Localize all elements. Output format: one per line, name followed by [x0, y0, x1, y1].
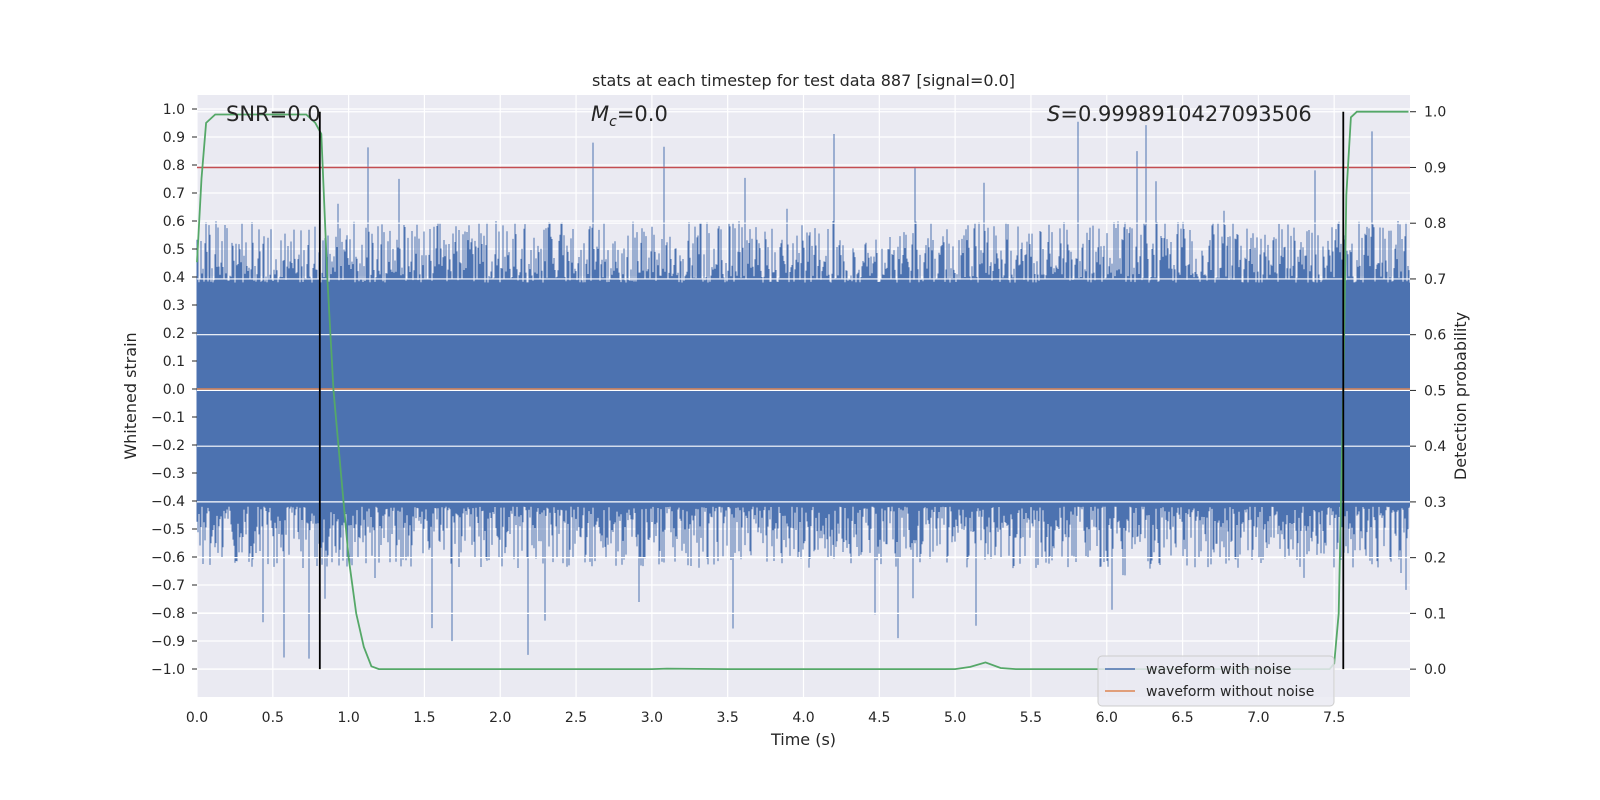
y-tick-label: −0.7	[151, 578, 185, 594]
mc-subscript: c	[609, 114, 617, 130]
y-tick-label: 0.0	[163, 382, 185, 398]
legend-box	[1097, 655, 1335, 707]
y2-tick-label: 0.6	[1424, 328, 1446, 344]
y2-tick-label: 0.5	[1424, 383, 1446, 399]
legend: waveform with noise waveform without noi…	[1097, 655, 1335, 707]
y-tick-label: 0.7	[163, 186, 185, 202]
y-tick-label: 0.1	[163, 354, 185, 370]
x-tick-label: 7.5	[1323, 710, 1345, 726]
chart-title: stats at each timestep for test data 887…	[592, 71, 1015, 90]
y2-tick-label: 0.3	[1424, 495, 1446, 511]
s-symbol: S	[1047, 102, 1060, 126]
x-tick-label: 1.5	[413, 710, 435, 726]
y2-tick-label: 0.9	[1424, 160, 1446, 176]
y-tick-label: 0.8	[163, 158, 185, 174]
y2-tick-label: 0.1	[1424, 606, 1446, 622]
x-tick-label: 7.0	[1247, 710, 1269, 726]
y-tick-label: 0.6	[163, 214, 185, 230]
y-tick-label: −0.9	[151, 634, 185, 650]
x-axis-ticks: 0.0 0.5 1.0 1.5 2.0 2.5 3.0 3.5 4.0 4.5 5.0 5.5 6.0 6…	[186, 710, 1345, 726]
waveform-with-noise	[196, 121, 1410, 659]
y-tick-label: −0.1	[151, 410, 185, 426]
y2-tick-label: 1.0	[1424, 105, 1446, 121]
x-tick-label: 6.5	[1171, 710, 1193, 726]
y-tick-label: −0.4	[151, 494, 185, 510]
x-tick-label: 2.5	[565, 710, 587, 726]
x-tick-label: 5.5	[1020, 710, 1042, 726]
y-axis-title: Whitened strain	[121, 332, 140, 459]
chirp-mass-annotation: Mc=0.0	[591, 102, 668, 130]
x-tick-label: 0.0	[186, 710, 208, 726]
y2-tick-label: 0.8	[1424, 216, 1446, 232]
y2-tick-label: 0.2	[1424, 551, 1446, 567]
y-tick-label: 0.4	[163, 270, 185, 286]
x-tick-label: 4.0	[792, 710, 814, 726]
y-axis-ticks: 1.0 0.9 0.8 0.7 0.6 0.5 0.4 0.3 0.2 0.1 0.0 −0.1 −0.…	[151, 102, 197, 678]
legend-entry-noise: waveform with noise	[1146, 662, 1291, 678]
snr-annotation: SNR=0.0	[226, 102, 321, 126]
x-tick-label: 6.0	[1096, 710, 1118, 726]
x-tick-label: 1.0	[337, 710, 359, 726]
mc-symbol: M	[591, 102, 609, 126]
y-tick-label: −0.3	[151, 466, 185, 482]
y2-tick-label: 0.0	[1424, 662, 1446, 678]
vertical-markers	[318, 111, 1345, 670]
y-tick-label: 0.2	[163, 326, 185, 342]
x-tick-label: 2.0	[489, 710, 511, 726]
x-tick-label: 5.0	[944, 710, 966, 726]
y-tick-label: 0.5	[163, 242, 185, 258]
y-tick-label: −0.6	[151, 550, 185, 566]
x-tick-label: 3.5	[717, 710, 739, 726]
y2-tick-label: 0.4	[1424, 439, 1446, 455]
y-tick-label: 1.0	[163, 102, 185, 118]
legend-entry-clean: waveform without noise	[1146, 684, 1314, 700]
x-tick-label: 3.0	[641, 710, 663, 726]
x-tick-label: 0.5	[262, 710, 284, 726]
y-tick-label: −0.5	[151, 522, 185, 538]
s-value: =0.9998910427093506	[1060, 102, 1311, 126]
y2-tick-label: 0.7	[1424, 272, 1446, 288]
y-tick-label: −1.0	[151, 662, 185, 678]
y-tick-label: −0.8	[151, 606, 185, 622]
x-tick-label: 4.5	[868, 710, 890, 726]
y-tick-label: 0.3	[163, 298, 185, 314]
mc-value: =0.0	[617, 102, 668, 126]
y2-axis-title: Detection probability	[1451, 312, 1470, 480]
y-tick-label: −0.2	[151, 438, 185, 454]
x-axis-title: Time (s)	[770, 730, 836, 749]
score-annotation: S=0.9998910427093506	[1047, 102, 1312, 126]
y-tick-label: 0.9	[163, 130, 185, 146]
y2-axis-ticks: 1.0 0.9 0.8 0.7 0.6 0.5 0.4 0.3 0.2 0.1 0.0	[1410, 105, 1446, 678]
